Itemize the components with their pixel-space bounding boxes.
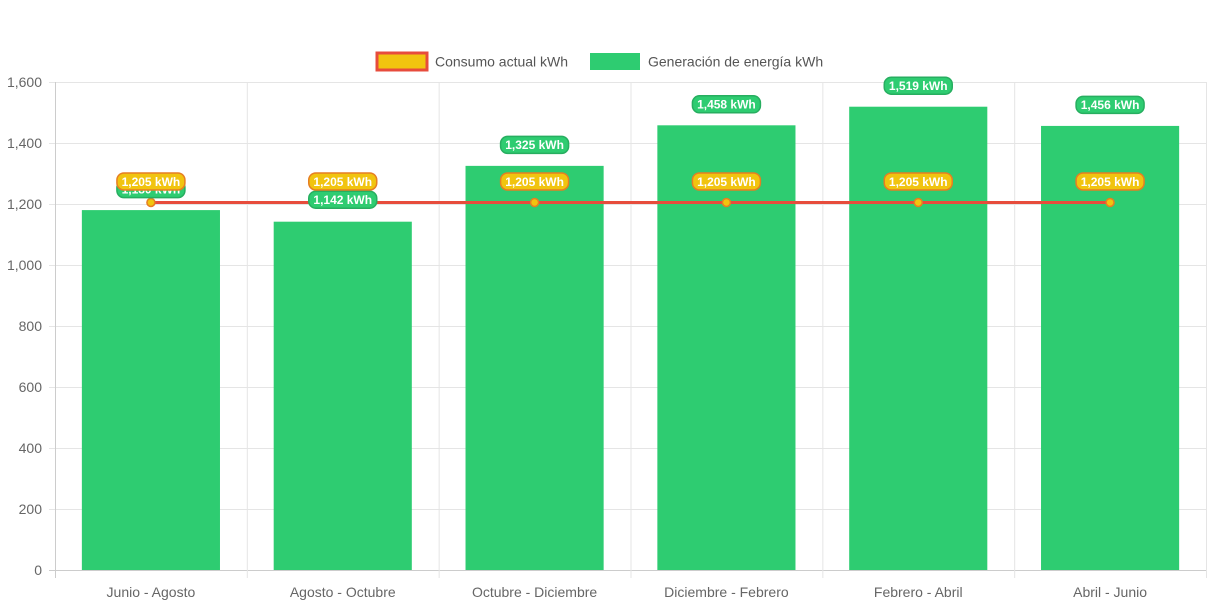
line-data-label-text: 1,205 kWh <box>1081 175 1140 189</box>
y-tick-label: 1,200 <box>7 196 42 212</box>
bar-data-label-bg <box>883 76 953 95</box>
line-data-label: 1,205 kWh <box>883 172 953 191</box>
bar-data-label: 1,519 kWh <box>883 76 953 95</box>
y-tick-label: 1,600 <box>7 74 42 90</box>
legend-swatch-consumo <box>375 51 429 72</box>
y-tick-label: 1,400 <box>7 135 42 151</box>
line-data-label-text: 1,205 kWh <box>697 175 756 189</box>
bar-data-label-bg <box>499 135 570 155</box>
x-tick-label: Junio - Agosto <box>107 584 196 600</box>
y-tick-label: 600 <box>19 379 43 395</box>
line-data-label: 1,205 kWh <box>499 172 570 191</box>
bar-data-label-bg <box>1075 95 1145 115</box>
bar-data-label: 1,458 kWh <box>691 95 762 114</box>
line-data-label-bg <box>1075 172 1145 191</box>
line-data-label-bg <box>883 172 953 191</box>
bar <box>657 125 796 570</box>
x-tick-label: Octubre - Diciembre <box>472 584 597 600</box>
bar-data-label-bg <box>308 190 378 209</box>
x-tick-label: Abril - Junio <box>1073 584 1147 600</box>
line-data-label: 1,205 kWh <box>691 172 762 191</box>
legend-label-consumo: Consumo actual kWh <box>435 54 568 70</box>
legend[interactable]: Consumo actual kWh Generación de energía… <box>375 51 823 72</box>
line-point <box>1105 197 1115 208</box>
y-tick-label: 200 <box>19 501 43 517</box>
line-point <box>721 197 732 208</box>
grid <box>49 82 1207 578</box>
bar-data-label-text: 1,519 kWh <box>889 79 948 93</box>
line-data-labels: 1,205 kWh 1,205 kWh 1,205 kWh 1,205 kWh 1,20… <box>116 172 1145 191</box>
bar-data-label: 1,456 kWh <box>1075 95 1145 115</box>
y-tick-label: 800 <box>19 318 43 334</box>
legend-item-generacion[interactable]: Generación de energía kWh <box>590 53 823 70</box>
x-tick-label: Agosto - Octubre <box>290 584 396 600</box>
bar-data-label-text: 1,458 kWh <box>697 98 756 112</box>
bar-data-label: 1,142 kWh <box>308 190 378 209</box>
line-data-label: 1,205 kWh <box>1075 172 1145 191</box>
line-point <box>529 197 540 208</box>
line-point <box>146 197 156 208</box>
line-data-label-bg <box>308 172 378 191</box>
bar-data-label-text: 1,325 kWh <box>505 138 564 152</box>
legend-swatch-generacion <box>590 53 640 70</box>
y-tick-label: 400 <box>19 440 43 456</box>
bar-data-label-bg <box>691 95 762 114</box>
line-data-label-bg <box>116 172 186 191</box>
x-tick-label: Febrero - Abril <box>874 584 963 600</box>
line-data-label-text: 1,205 kWh <box>122 175 181 189</box>
bar <box>273 221 412 570</box>
line-data-label: 1,205 kWh <box>116 172 186 191</box>
bar <box>81 210 220 570</box>
x-axis: Junio - Agosto Agosto - Octubre Octubre - … <box>107 584 1148 600</box>
y-tick-label: 0 <box>34 562 42 578</box>
y-axis: 0 200 400 600 800 1,000 1,200 1,400 1,600 <box>7 74 42 578</box>
line-data-label-bg <box>691 172 762 191</box>
bar <box>465 165 604 570</box>
line-data-label-text: 1,205 kWh <box>889 175 948 189</box>
line-data-label-bg <box>499 172 570 191</box>
bar <box>1041 125 1180 571</box>
bar-data-label-text: 1,456 kWh <box>1081 98 1140 112</box>
line-data-label-text: 1,205 kWh <box>313 175 372 189</box>
legend-label-generacion: Generación de energía kWh <box>648 54 823 70</box>
line-point <box>913 197 923 208</box>
bar-data-label-text: 1,142 kWh <box>313 193 372 207</box>
line-data-label: 1,205 kWh <box>308 172 378 191</box>
y-tick-label: 1,000 <box>7 257 42 273</box>
line-data-label-text: 1,205 kWh <box>505 175 564 189</box>
bar-data-label: 1,325 kWh <box>499 135 570 155</box>
legend-item-consumo[interactable]: Consumo actual kWh <box>375 51 568 72</box>
x-tick-label: Diciembre - Febrero <box>664 584 789 600</box>
